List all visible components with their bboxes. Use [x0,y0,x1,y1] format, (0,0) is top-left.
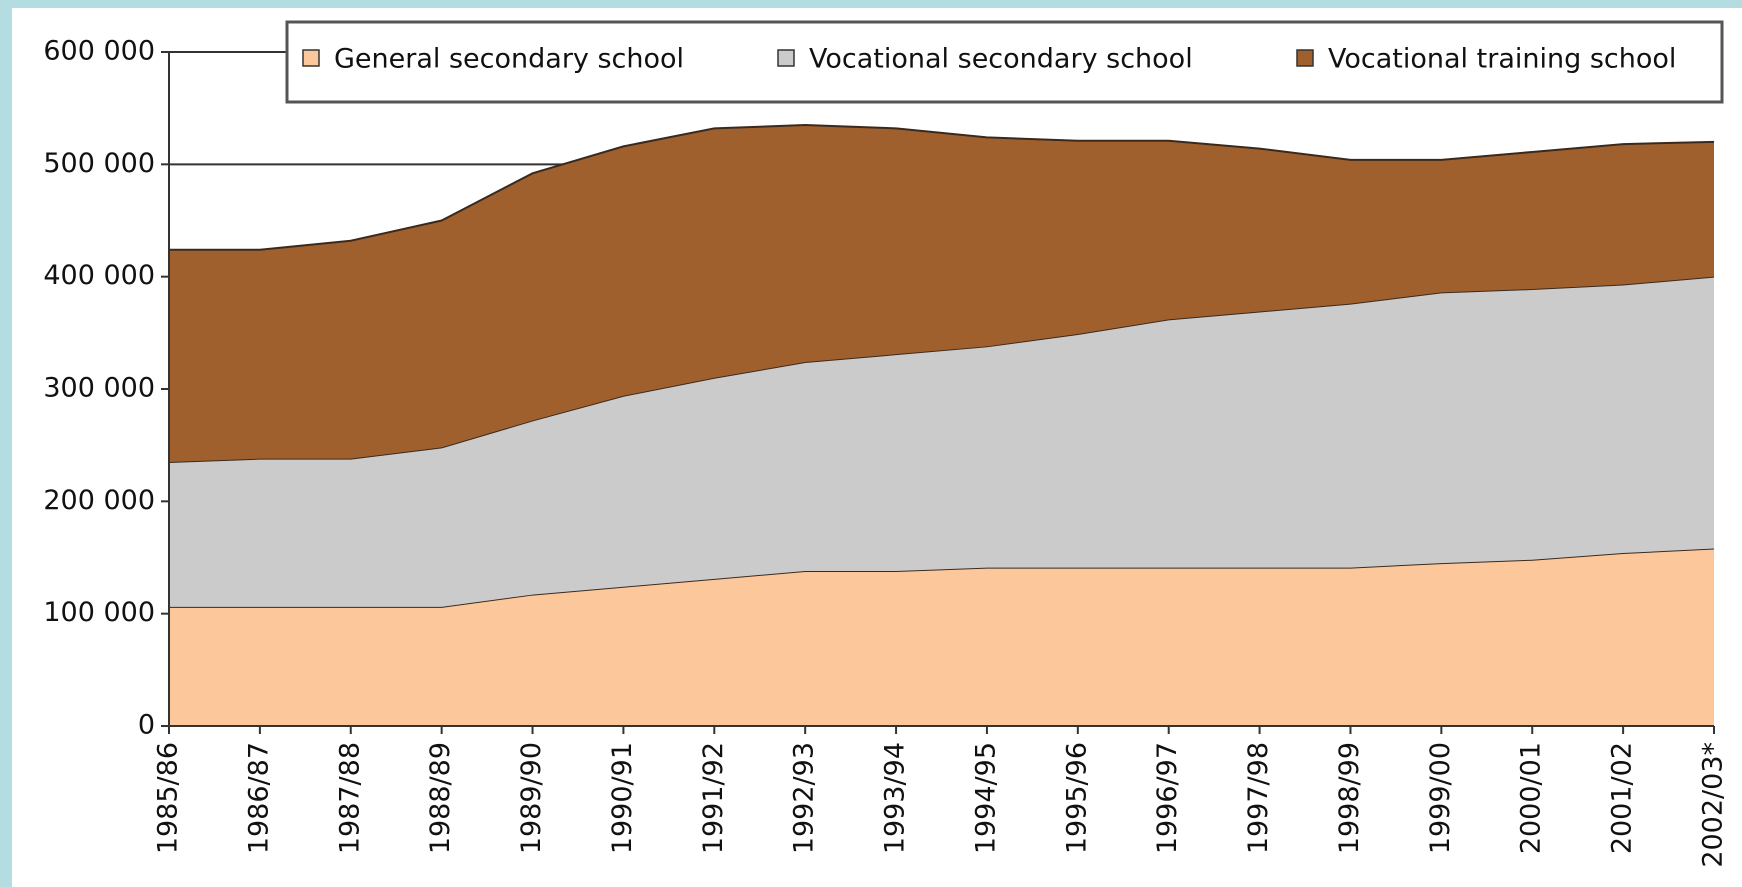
x-tick-label: 1992/93 [789,742,820,854]
legend-label: Vocational secondary school [809,44,1193,75]
legend-swatch [777,49,795,67]
legend-swatch [1296,49,1314,67]
y-tick-label: 400 000 [43,260,155,291]
x-tick-label: 1993/94 [880,742,911,854]
y-tick-label: 300 000 [43,373,155,404]
x-tick-label: 2000/01 [1516,742,1547,854]
legend: General secondary school Vocational secon… [285,20,1724,104]
x-tick-label: 1999/00 [1425,742,1456,854]
legend-label: Vocational training school [1328,44,1676,75]
legend-label: General secondary school [334,44,684,75]
y-tick-label: 500 000 [43,148,155,179]
x-tick-label: 1989/90 [516,742,547,854]
legend-swatch [302,49,320,67]
x-tick-label: 1985/86 [153,742,184,854]
x-tick-label: 1988/89 [425,742,456,854]
x-tick-label: 2002/03* [1698,742,1729,868]
x-tick-label: 1994/95 [970,742,1001,854]
x-tick-label: 1987/88 [334,742,365,854]
y-tick-label: 600 000 [43,36,155,67]
y-tick-label: 200 000 [43,485,155,516]
area-edge [169,124,1715,251]
x-tick-label: 1995/96 [1061,742,1092,854]
area [169,125,1714,463]
x-tick-label: 1996/97 [1152,742,1183,854]
y-tick-label: 100 000 [43,597,155,628]
legend-box [285,20,1724,104]
x-tick-label: 1998/99 [1334,742,1365,854]
x-tick-label: 1997/98 [1243,742,1274,854]
x-tick-label: 2001/02 [1607,742,1638,854]
x-tick-label: 1986/87 [243,742,274,854]
area [169,276,1714,607]
x-tick-label: 1991/92 [698,742,729,854]
y-tick-label: 0 [138,710,155,741]
x-tick-label: 1990/91 [607,742,638,854]
